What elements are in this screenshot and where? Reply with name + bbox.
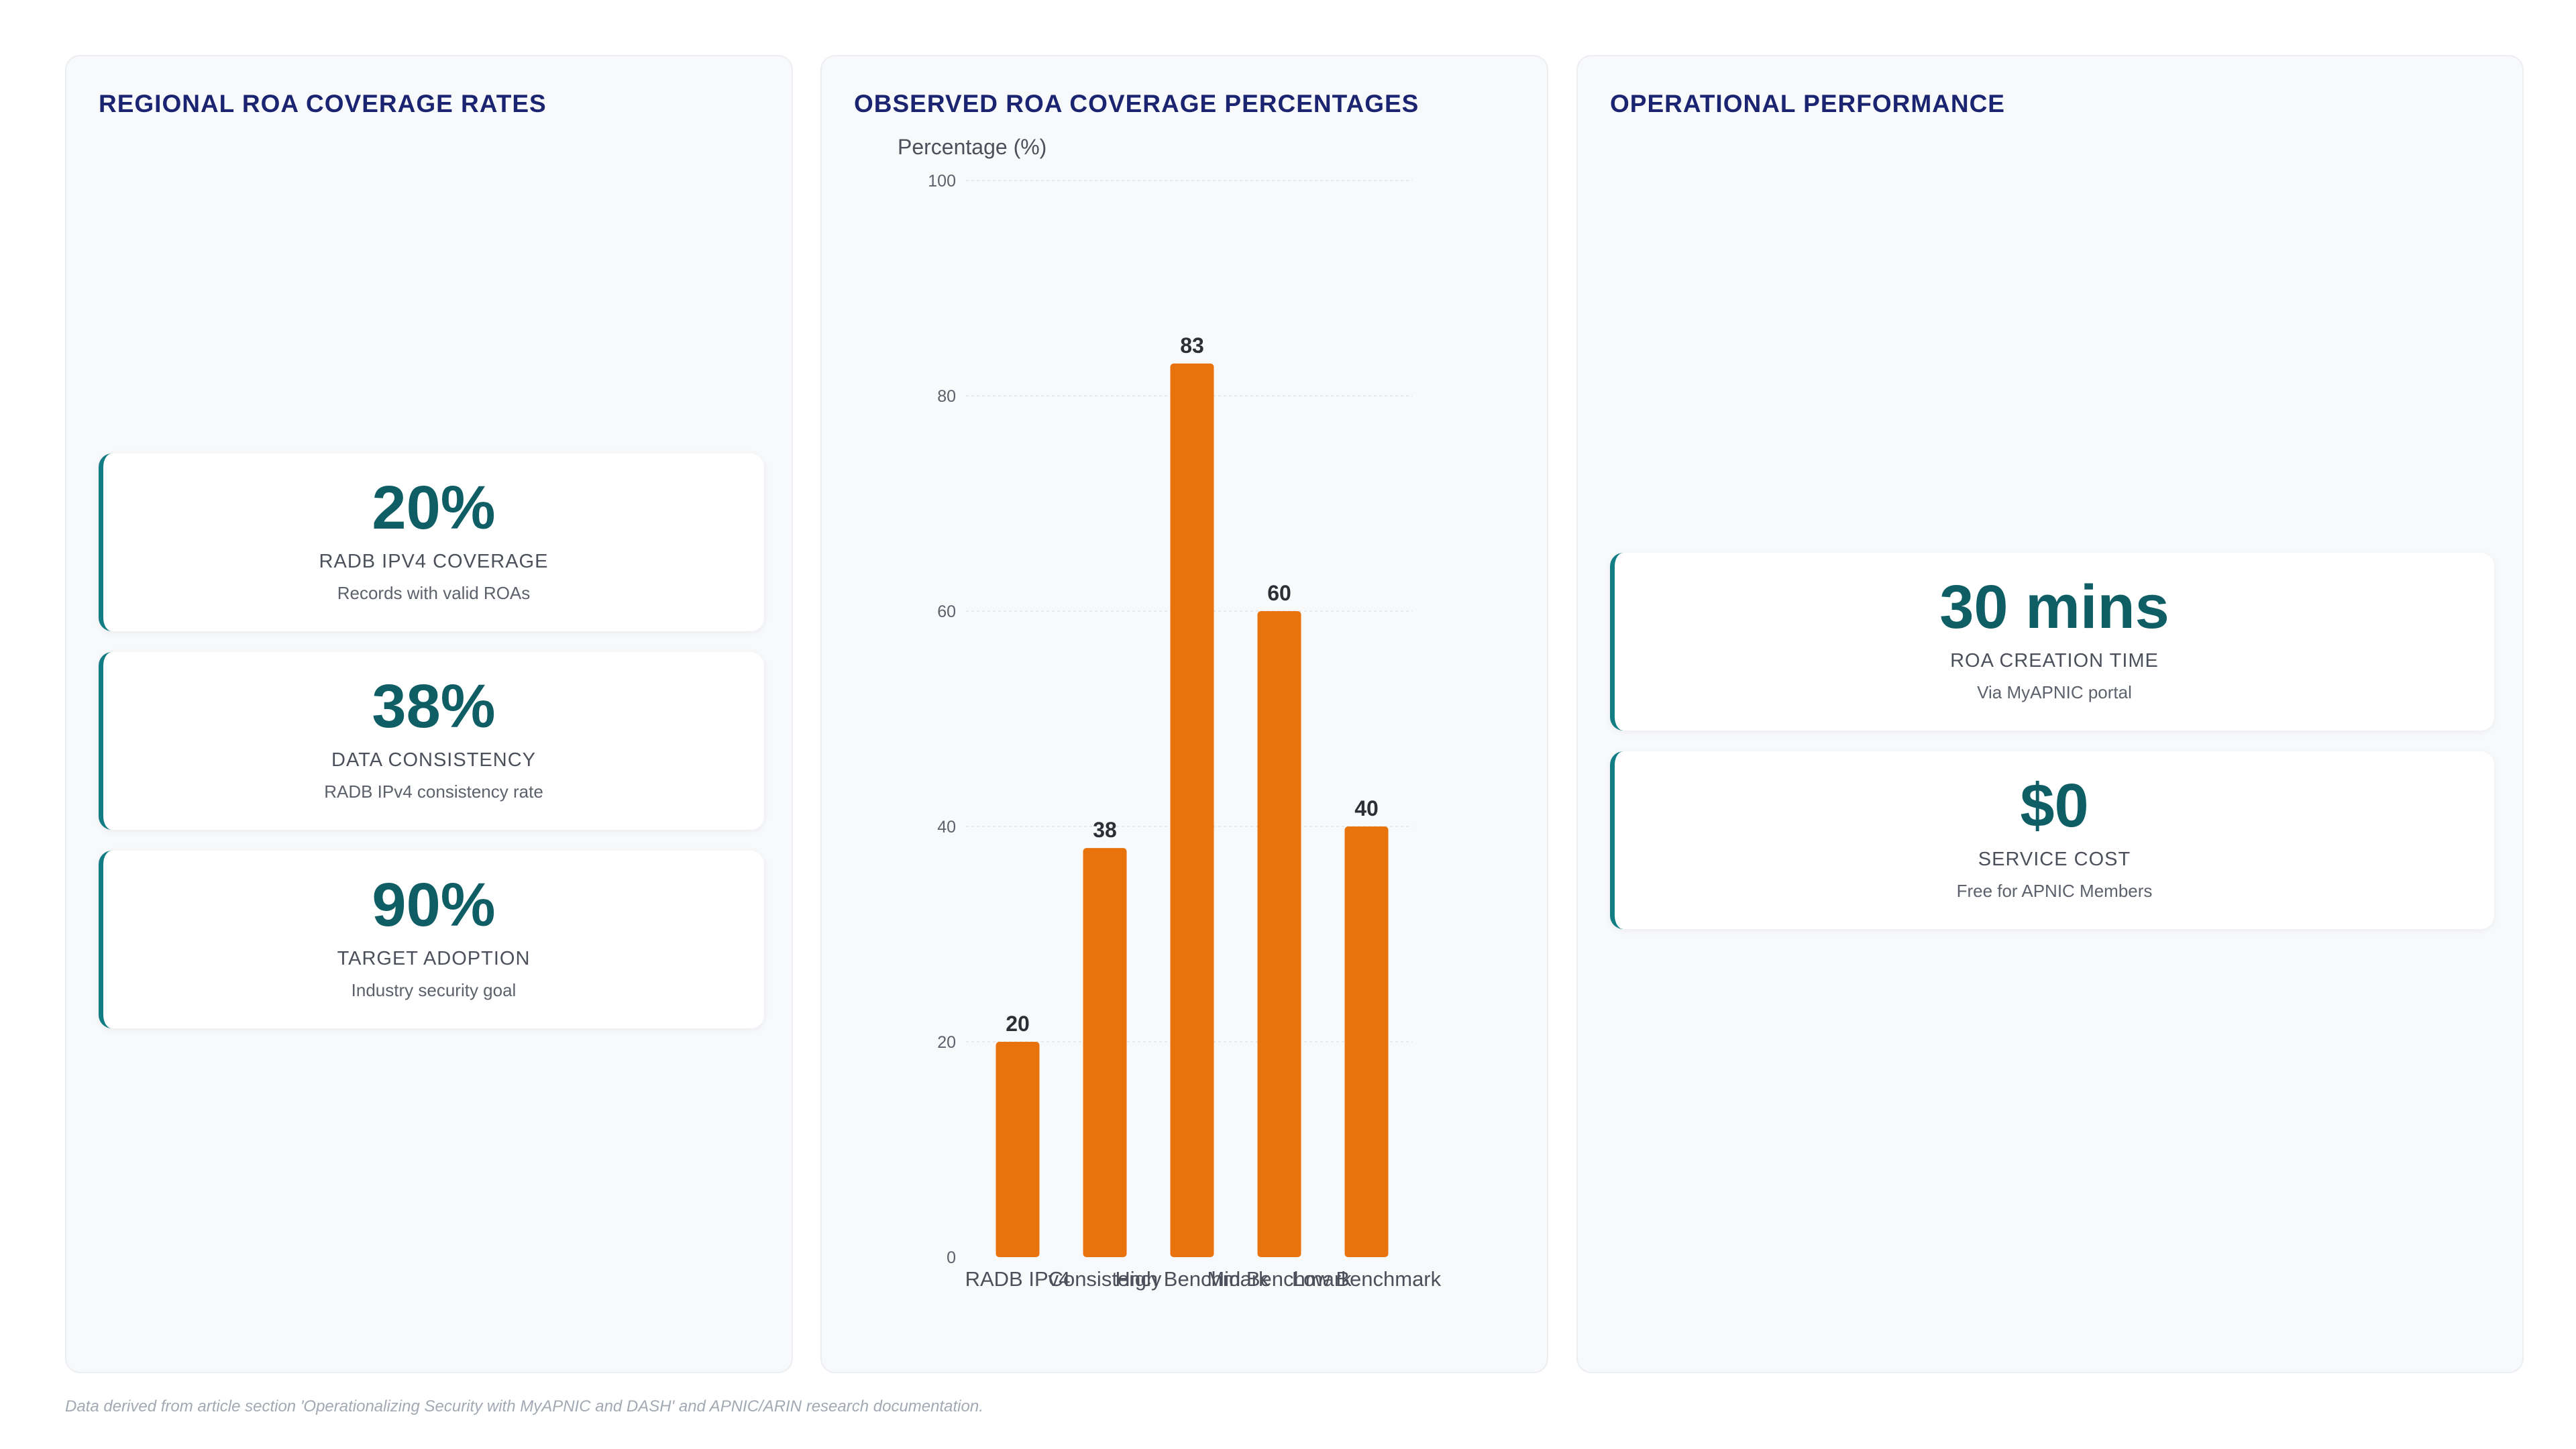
stat-value: 38% <box>372 672 496 741</box>
operational-panel-title: OPERATIONAL PERFORMANCE <box>1610 90 2005 117</box>
stat-sublabel: RADB IPv4 consistency rate <box>324 782 543 802</box>
y-tick-label: 0 <box>947 1248 956 1267</box>
bar-data-label: 83 <box>1180 333 1204 358</box>
stat-label: RADB IPV4 COVERAGE <box>319 551 549 572</box>
bar <box>996 1042 1040 1257</box>
operational-performance-panel: OPERATIONAL PERFORMANCE 30 mins ROA CREA… <box>1576 55 2524 1373</box>
regional-coverage-panel: REGIONAL ROA COVERAGE RATES 20% RADB IPV… <box>65 55 793 1373</box>
footnote: Data derived from article section 'Opera… <box>65 1397 983 1415</box>
regional-panel-title: REGIONAL ROA COVERAGE RATES <box>99 90 547 117</box>
chart-panel: OBSERVED ROA COVERAGE PERCENTAGES Percen… <box>820 55 1548 1373</box>
x-tick-label: Low Benchmark <box>1292 1267 1442 1291</box>
chart-title: OBSERVED ROA COVERAGE PERCENTAGES <box>854 90 1419 117</box>
x-tick-label: RADB IPv4 <box>965 1267 1071 1291</box>
y-tick-label: 20 <box>937 1033 956 1052</box>
stat-label: SERVICE COST <box>1978 849 2131 870</box>
stat-value: 90% <box>372 871 496 939</box>
stat-value: 30 mins <box>1939 573 2169 641</box>
stat-card-service-cost: $0 SERVICE COST Free for APNIC Members <box>1610 751 2494 929</box>
y-tick-label: 60 <box>937 602 956 621</box>
stat-sublabel: Via MyAPNIC portal <box>1977 682 2132 702</box>
y-tick-label: 40 <box>937 818 956 837</box>
bar-data-label: 60 <box>1267 581 1291 605</box>
stat-sublabel: Free for APNIC Members <box>1956 881 2153 901</box>
stat-card-target-adoption: 90% TARGET ADOPTION Industry security go… <box>99 851 764 1028</box>
bar-chart: Percentage (%) 0 20 40 60 80 100 20 RADB IPv4 38 C… <box>898 135 1442 1291</box>
x-tick-label: High Benchmark <box>1115 1267 1269 1291</box>
x-tick-label: Mid Benchmark <box>1207 1267 1352 1291</box>
bar <box>1083 848 1127 1257</box>
stat-card-radb-coverage: 20% RADB IPV4 COVERAGE Records with vali… <box>99 453 764 631</box>
stat-label: ROA CREATION TIME <box>1950 650 2159 672</box>
bar-data-label: 38 <box>1093 818 1117 842</box>
x-tick-label: Consistency <box>1049 1267 1162 1291</box>
stat-label: TARGET ADOPTION <box>337 948 531 969</box>
stat-card-data-consistency: 38% DATA CONSISTENCY RADB IPv4 consisten… <box>99 652 764 830</box>
bar <box>1170 363 1214 1257</box>
y-tick-label: 80 <box>937 387 956 406</box>
bar <box>1257 611 1301 1257</box>
bar-data-label: 20 <box>1006 1012 1030 1036</box>
y-tick-label: 100 <box>928 172 956 191</box>
stat-value: 20% <box>372 474 496 542</box>
bar <box>1344 826 1389 1257</box>
bar-data-label: 40 <box>1354 796 1379 820</box>
stat-label: DATA CONSISTENCY <box>331 749 536 771</box>
stat-sublabel: Industry security goal <box>351 980 517 1000</box>
stat-value: $0 <box>2020 771 2089 840</box>
stat-card-roa-creation-time: 30 mins ROA CREATION TIME Via MyAPNIC po… <box>1610 553 2494 731</box>
y-axis-label: Percentage (%) <box>898 135 1046 159</box>
stat-sublabel: Records with valid ROAs <box>337 583 531 603</box>
